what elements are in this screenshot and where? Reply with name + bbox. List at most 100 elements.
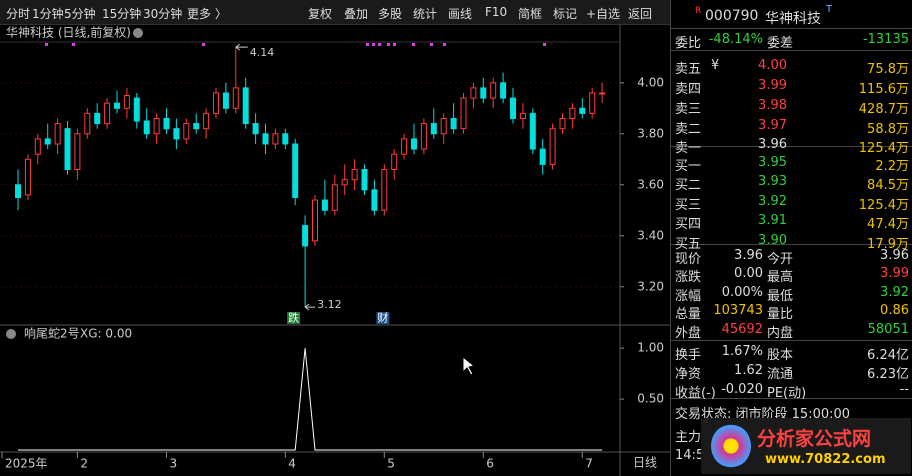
title-menu[interactable] (133, 28, 143, 38)
ask-volume: 75.8万 (867, 62, 909, 77)
tool-button[interactable]: 多股 (378, 7, 403, 21)
period-tab[interactable]: 1分钟 (32, 7, 64, 21)
candle-body (133, 97, 140, 122)
value: 0.86 (880, 303, 909, 318)
tool-button[interactable]: 标记 (553, 7, 578, 21)
stock-name: 华神科技 (765, 11, 821, 27)
divider (671, 146, 912, 147)
period-tab[interactable]: 分时 (6, 7, 31, 21)
tool-button[interactable]: 叠加 (344, 7, 369, 21)
candle-body (430, 123, 437, 135)
period-tab[interactable]: 30分钟 (143, 7, 183, 21)
value: -48.14% (708, 32, 763, 47)
label: 量比 (767, 307, 794, 322)
ask-volume: 428.7万 (858, 102, 909, 117)
y-tick-label: 4.00 (637, 75, 664, 89)
candle-body (450, 117, 457, 130)
candle-body (282, 133, 289, 145)
ask-label: 卖四 (675, 82, 702, 97)
quote-panel: R 000790 华神科技 T 委比 -48.14% 委差 -13135 卖五 4.00 75.8万… (670, 0, 912, 476)
annotation: 3.12 (317, 298, 342, 311)
candle-body (292, 143, 299, 199)
toolbar: 分时 1分钟 5分钟 15分钟 30分钟 更多 〉 复权 叠加 多股 统计 画线 F10 简框 标记 +自选… (0, 0, 670, 25)
candle-body (84, 112, 91, 135)
tool-button[interactable]: 简框 (518, 7, 543, 21)
indicator-menu[interactable] (6, 329, 16, 339)
y-tick-label: 3.40 (637, 228, 664, 242)
ask-price: 3.98 (758, 98, 787, 113)
badge: R (695, 6, 702, 16)
tool-button[interactable]: 统计 (413, 7, 438, 21)
x-tick-label: 7 (585, 457, 593, 471)
period-tab[interactable]: 更多 〉 (187, 7, 227, 21)
ask-label: 卖五 (675, 62, 702, 77)
x-tick-label: 3 (170, 457, 178, 471)
value: 3.96 (880, 248, 909, 263)
bid-price: 3.95 (758, 155, 787, 170)
label: PE(动) (767, 386, 807, 401)
period-tab[interactable]: 5分钟 (64, 7, 96, 21)
candle-body (480, 87, 487, 99)
cursor (462, 355, 476, 376)
candle-body (391, 153, 398, 170)
candle-body (213, 92, 219, 114)
period-label[interactable]: 日线 (633, 456, 657, 470)
divider (671, 28, 912, 29)
ask-label: 卖一 (675, 141, 702, 156)
x-tick-label: 2 (80, 457, 88, 471)
bid-label: 买三 (675, 198, 702, 213)
tool-button[interactable]: 画线 (448, 7, 473, 21)
candle-body (242, 87, 249, 125)
value: 0.00 (734, 266, 763, 281)
candle-body (104, 102, 111, 125)
candle-body (15, 184, 21, 199)
logo: 分析家公式网 www.70822.com (701, 418, 911, 474)
tool-button[interactable]: 复权 (308, 7, 333, 21)
label: 委差 (767, 36, 794, 51)
candle-body (94, 112, 101, 125)
candle-body (74, 133, 81, 170)
candle-body (143, 120, 150, 135)
x-tick-label: 6 (486, 457, 494, 471)
indicator-title: 响尾蛇2号 (24, 326, 80, 341)
event-badge (287, 312, 301, 324)
event-badge (376, 312, 390, 324)
event-label: 跌 (288, 311, 299, 325)
chart: 华神科技 (日线,前复权) 响尾蛇2号 XG: 0.00 日线 3.20 3.40… (0, 24, 670, 476)
tool-button[interactable]: +自选 (586, 7, 621, 21)
annotation-arrow (304, 303, 316, 311)
tool-button[interactable]: F10 (485, 5, 508, 19)
mark: T (826, 4, 833, 15)
logo-name: 分析家公式网 (757, 428, 872, 450)
period-tab[interactable]: 15分钟 (102, 7, 142, 21)
candle-body (510, 97, 516, 119)
candle-body (361, 168, 368, 191)
candle-body (302, 225, 309, 247)
chart-title: 华神科技 (日线,前复权) (6, 25, 131, 40)
divider (671, 340, 912, 341)
bid-price: 3.90 (758, 233, 787, 248)
candle-body (64, 128, 71, 170)
candle-body (232, 87, 239, 109)
bid-volume: 125.4万 (858, 198, 909, 213)
bid-price: 3.92 (758, 194, 787, 209)
y-tick-label: 3.80 (637, 126, 664, 140)
indicator-label: XG: 0.00 (80, 327, 132, 341)
candle-body (371, 189, 378, 211)
value: 3.99 (880, 266, 909, 281)
bid-label: 买五 (675, 237, 702, 252)
label: 涨幅 (675, 289, 702, 304)
x-tick-label: 2025年 (5, 457, 48, 471)
candle-body (500, 82, 507, 99)
ask-label: 卖二 (675, 122, 702, 137)
candle-body (529, 112, 536, 150)
candle-body (222, 92, 229, 109)
tool-button[interactable]: 返回 (628, 7, 653, 21)
candle-body (262, 133, 269, 145)
divider (671, 398, 912, 399)
x-tick-label: 5 (387, 457, 395, 471)
candle-body (163, 117, 170, 130)
candle-body (470, 87, 477, 99)
ask-price: 3.96 (758, 137, 787, 152)
